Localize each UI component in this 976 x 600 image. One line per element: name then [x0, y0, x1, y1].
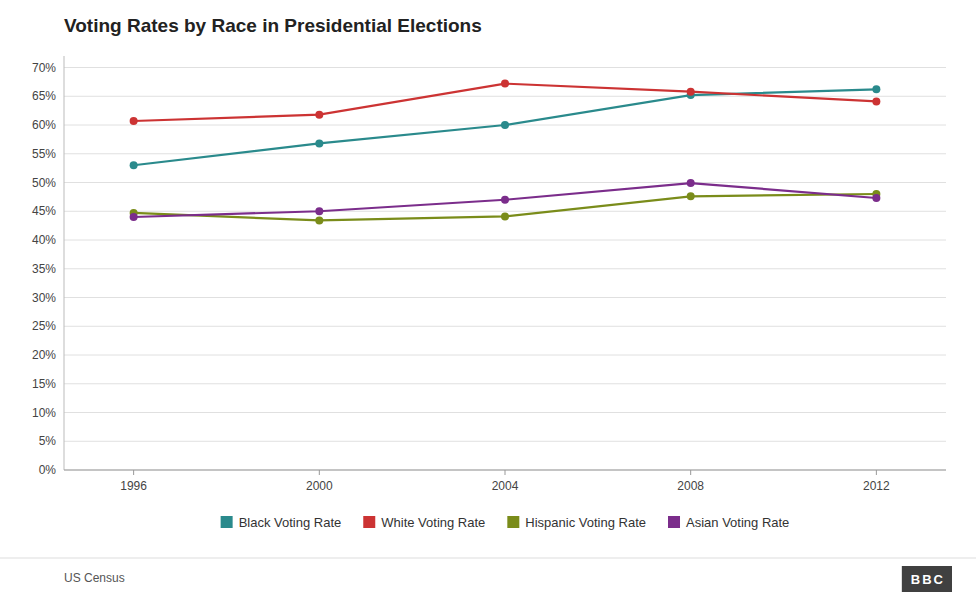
point: [872, 194, 880, 202]
legend-swatch: [221, 516, 233, 528]
x-tick-label: 2012: [863, 479, 890, 493]
grid-line: [64, 67, 946, 68]
x-tick-label: 2008: [677, 479, 704, 493]
point: [687, 88, 695, 96]
point: [687, 179, 695, 187]
x-tick: [876, 470, 877, 475]
point: [687, 192, 695, 200]
point: [501, 80, 509, 88]
title: Voting Rates by Race in Presidential Ele…: [64, 15, 482, 36]
grid-line: [64, 96, 946, 97]
grid: [64, 68, 946, 471]
grid-line: [64, 211, 946, 212]
y-tick-label: 40%: [32, 233, 56, 247]
legend: Black Voting Rate White Voting Rate Hispan…: [221, 515, 790, 530]
point: [130, 117, 138, 125]
y-tick-label: 65%: [32, 89, 56, 103]
point: [872, 97, 880, 105]
x-tick: [690, 470, 691, 475]
y-tick-label: 55%: [32, 147, 56, 161]
source: US Census: [64, 571, 125, 585]
legend-label: Hispanic Voting Rate: [525, 515, 646, 530]
x-tick-label: 2000: [306, 479, 333, 493]
point: [872, 85, 880, 93]
series-line: [134, 194, 877, 220]
grid-line: [64, 240, 946, 241]
series-line: [134, 89, 877, 165]
branding-box: [902, 566, 952, 592]
legend-label: Black Voting Rate: [239, 515, 342, 530]
y-tick-label: 50%: [32, 176, 56, 190]
point: [315, 139, 323, 147]
grid-line: [64, 412, 946, 413]
point: [130, 161, 138, 169]
grid-line: [64, 182, 946, 183]
point: [315, 207, 323, 215]
legend-label: White Voting Rate: [381, 515, 485, 530]
chart: Voting Rates by Race in Presidential Ele…: [0, 0, 976, 600]
branding-text: BBC: [911, 572, 945, 587]
y-tick-label: 0%: [39, 463, 57, 477]
series: [130, 190, 881, 224]
point: [501, 196, 509, 204]
series: [130, 85, 881, 169]
grid-line: [64, 441, 946, 442]
series-line: [134, 84, 877, 121]
grid-line: [64, 383, 946, 384]
point: [315, 111, 323, 119]
y-axis-line: [64, 56, 65, 470]
x-tick-label: 2004: [492, 479, 519, 493]
y-tick-label: 5%: [39, 434, 57, 448]
legend-swatch: [507, 516, 519, 528]
point: [130, 213, 138, 221]
x-tick: [505, 470, 506, 475]
grid-line: [64, 153, 946, 154]
branding: BBC: [902, 566, 952, 592]
grid-line: [64, 297, 946, 298]
y-tick-label: 35%: [32, 262, 56, 276]
y-tick-label: 10%: [32, 406, 56, 420]
y-tick-label: 25%: [32, 319, 56, 333]
series: [130, 179, 881, 221]
legend-swatch: [363, 516, 375, 528]
legend-label: Asian Voting Rate: [686, 515, 789, 530]
legend-swatch: [668, 516, 680, 528]
y-tick-label: 20%: [32, 348, 56, 362]
x-tick-label: 1996: [120, 479, 147, 493]
series-line: [134, 183, 877, 217]
y-tick-label: 15%: [32, 377, 56, 391]
series: [130, 80, 881, 125]
point: [315, 216, 323, 224]
grid-line: [64, 326, 946, 327]
y-tick-label: 45%: [32, 204, 56, 218]
x-tick: [319, 470, 320, 475]
separator: [0, 558, 976, 559]
point: [501, 121, 509, 129]
grid-line: [64, 355, 946, 356]
point: [501, 212, 509, 220]
x-tick: [133, 470, 134, 475]
grid-line: [64, 268, 946, 269]
plot-area: [130, 80, 881, 225]
y-tick-label: 30%: [32, 291, 56, 305]
y-tick-label: 70%: [32, 61, 56, 75]
y-tick-label: 60%: [32, 118, 56, 132]
